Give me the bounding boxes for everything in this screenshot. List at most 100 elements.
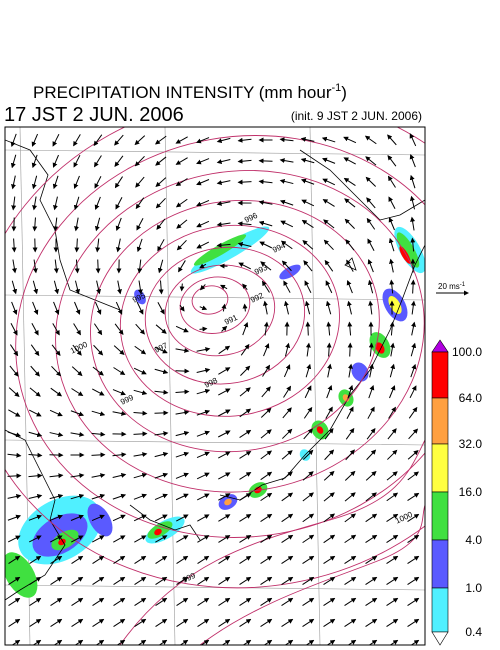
wind-arrow bbox=[239, 555, 252, 564]
valid-time: 17 JST 2 JUN. 2006 bbox=[4, 104, 184, 126]
wind-arrow bbox=[302, 534, 315, 544]
wind-arrow bbox=[389, 385, 396, 399]
wind-arrow bbox=[8, 555, 21, 564]
wind-arrow bbox=[386, 534, 399, 543]
wind-arrow bbox=[155, 535, 168, 543]
wind-arrow bbox=[345, 427, 355, 440]
reference-unit: 20 ms bbox=[438, 282, 460, 291]
wind-arrow bbox=[365, 513, 378, 523]
wind-arrow bbox=[53, 280, 60, 295]
wind-arrow bbox=[260, 534, 273, 543]
wind-arrow bbox=[300, 157, 315, 164]
wind-arrow bbox=[284, 639, 294, 645]
wind-arrow bbox=[155, 597, 168, 606]
wind-arrow bbox=[113, 576, 126, 585]
wind-arrow bbox=[408, 406, 418, 419]
wind-arrow bbox=[237, 158, 252, 164]
wind-arrow bbox=[283, 364, 291, 378]
wind-arrow bbox=[218, 597, 231, 606]
wind-arrow bbox=[346, 259, 354, 272]
wind-arrow bbox=[8, 576, 21, 585]
coast bbox=[219, 244, 425, 501]
wind-arrow bbox=[410, 300, 416, 315]
wind-arrow bbox=[325, 280, 333, 294]
wind-arrow bbox=[175, 451, 190, 458]
wind-arrow bbox=[31, 154, 38, 169]
wind-arrow bbox=[218, 409, 231, 417]
wind-arrow bbox=[112, 514, 126, 522]
wind-arrow bbox=[29, 576, 42, 585]
meridian bbox=[309, 127, 321, 645]
wind-arrow bbox=[218, 451, 231, 459]
wind-arrow bbox=[91, 410, 106, 417]
wind-arrow bbox=[302, 555, 315, 564]
wind-arrow bbox=[389, 279, 395, 294]
wind-arrow bbox=[196, 347, 211, 352]
wind-arrow bbox=[365, 618, 378, 627]
wind-arrow bbox=[137, 639, 147, 645]
wind-arrow bbox=[325, 406, 333, 419]
wind-arrow bbox=[50, 555, 63, 564]
wind-arrow bbox=[155, 197, 166, 209]
wind-arrow bbox=[367, 406, 375, 419]
wind-arrow bbox=[112, 472, 127, 478]
wind-arrow bbox=[154, 346, 168, 354]
meridian bbox=[164, 127, 176, 645]
wind-arrow bbox=[325, 300, 332, 315]
wind-arrow bbox=[409, 154, 416, 168]
wind-arrow bbox=[135, 176, 145, 188]
wind-arrow bbox=[30, 365, 40, 377]
wind-arrow bbox=[216, 221, 231, 227]
rain-area bbox=[399, 246, 411, 264]
wind-arrow bbox=[407, 471, 420, 481]
wind-arrow bbox=[7, 514, 22, 521]
wind-arrow bbox=[364, 135, 377, 145]
wind-arrow bbox=[157, 239, 165, 252]
wind-arrow bbox=[11, 259, 17, 274]
wind-arrow bbox=[176, 239, 187, 251]
wind-arrow bbox=[347, 384, 354, 399]
wind-arrow bbox=[218, 472, 231, 480]
wind-arrow bbox=[368, 639, 378, 645]
wind-arrow bbox=[155, 177, 167, 188]
wind-vectors bbox=[7, 133, 420, 645]
init-time: (init. 9 JST 2 JUN. 2006) bbox=[291, 109, 422, 123]
wind-arrow bbox=[196, 472, 210, 480]
wind-arrow bbox=[94, 196, 101, 210]
wind-arrow bbox=[71, 366, 83, 377]
wind-arrow bbox=[7, 431, 22, 438]
wind-arrow bbox=[281, 534, 294, 543]
wind-arrow bbox=[95, 259, 101, 274]
wind-arrow bbox=[281, 576, 294, 585]
wind-arrow bbox=[216, 158, 231, 165]
wind-arrow bbox=[135, 323, 145, 335]
wind-arrow bbox=[323, 555, 336, 564]
wind-arrow bbox=[344, 513, 357, 523]
wind-arrow bbox=[50, 535, 63, 543]
wind-arrow bbox=[70, 410, 85, 417]
wind-arrow bbox=[407, 534, 420, 543]
wind-arrow bbox=[323, 492, 335, 502]
wind-arrow bbox=[134, 135, 146, 146]
wind-arrow bbox=[303, 428, 313, 440]
wind-arrow bbox=[305, 639, 315, 645]
wind-arrow bbox=[302, 513, 315, 523]
wind-arrow bbox=[365, 470, 377, 481]
wind-arrow bbox=[218, 618, 231, 627]
wind-arrow bbox=[237, 179, 252, 185]
wind-arrow bbox=[389, 258, 394, 273]
parallel bbox=[5, 439, 425, 446]
wind-arrow bbox=[30, 344, 40, 357]
wind-arrow bbox=[218, 514, 231, 522]
wind-arrow bbox=[7, 452, 22, 458]
wind-arrow bbox=[32, 259, 38, 274]
wind-arrow bbox=[94, 217, 101, 232]
wind-arrow bbox=[386, 597, 399, 606]
wind-arrow bbox=[344, 534, 357, 544]
wind-arrow bbox=[386, 555, 399, 564]
wind-arrow bbox=[179, 304, 185, 312]
wind-arrow bbox=[237, 221, 252, 227]
wind-arrow bbox=[32, 217, 38, 232]
wind-arrow bbox=[178, 260, 186, 273]
wind-arrow bbox=[175, 410, 190, 416]
